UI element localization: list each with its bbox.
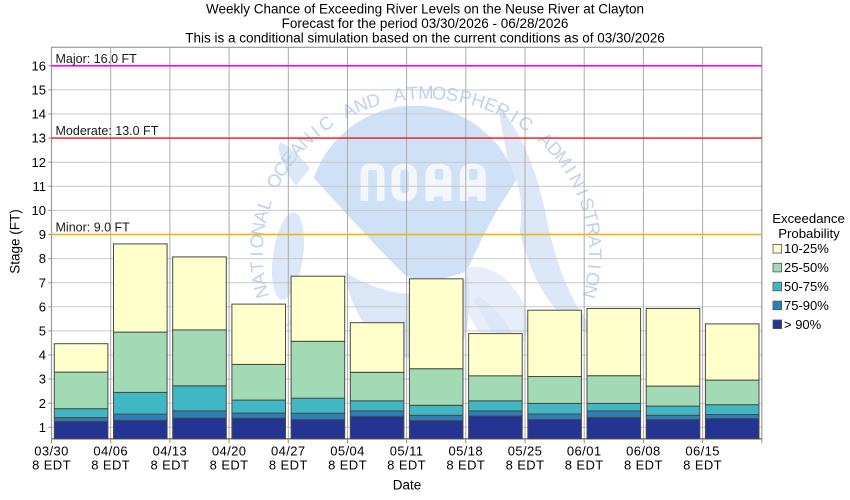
svg-text:Major: 16.0 FT: Major: 16.0 FT bbox=[56, 52, 138, 66]
svg-text:Forecast for the period 03/30/: Forecast for the period 03/30/2026 - 06/… bbox=[282, 16, 569, 31]
svg-text:05/04: 05/04 bbox=[330, 443, 365, 458]
svg-text:50-75%: 50-75% bbox=[784, 279, 829, 294]
svg-text:06/08: 06/08 bbox=[626, 443, 661, 458]
svg-text:4: 4 bbox=[39, 348, 46, 363]
svg-text:8 EDT: 8 EDT bbox=[387, 457, 426, 472]
svg-text:14: 14 bbox=[32, 107, 46, 122]
svg-text:> 90%: > 90% bbox=[784, 317, 822, 332]
svg-text:A: A bbox=[392, 83, 408, 106]
svg-text:7: 7 bbox=[39, 275, 46, 290]
svg-text:Minor: 9.0 FT: Minor: 9.0 FT bbox=[56, 221, 131, 235]
svg-text:O: O bbox=[582, 270, 605, 288]
svg-text:Moderate: 13.0 FT: Moderate: 13.0 FT bbox=[56, 124, 159, 138]
svg-text:O: O bbox=[431, 82, 447, 104]
svg-text:11: 11 bbox=[33, 179, 47, 194]
svg-text:04/20: 04/20 bbox=[212, 443, 247, 458]
svg-text:D: D bbox=[364, 88, 383, 112]
svg-text:3: 3 bbox=[39, 372, 46, 387]
svg-text:A: A bbox=[249, 207, 273, 225]
svg-text:H: H bbox=[469, 88, 488, 112]
svg-text:05/11: 05/11 bbox=[390, 443, 424, 458]
svg-text:Stage (FT): Stage (FT) bbox=[8, 209, 23, 274]
svg-text:8 EDT: 8 EDT bbox=[506, 457, 545, 472]
svg-text:Date: Date bbox=[393, 478, 422, 493]
svg-text:9: 9 bbox=[39, 227, 46, 242]
svg-text:16: 16 bbox=[32, 58, 46, 73]
svg-text:8 EDT: 8 EDT bbox=[565, 457, 604, 472]
svg-text:T: T bbox=[406, 82, 419, 104]
svg-text:T: T bbox=[585, 248, 606, 259]
svg-text:04/06: 04/06 bbox=[93, 443, 128, 458]
svg-text:A: A bbox=[584, 234, 606, 249]
svg-text:10: 10 bbox=[32, 203, 46, 218]
svg-text:I: I bbox=[584, 263, 605, 270]
svg-text:05/18: 05/18 bbox=[449, 443, 484, 458]
svg-text:06/15: 06/15 bbox=[685, 443, 720, 458]
svg-text:This is a conditional simulati: This is a conditional simulation based o… bbox=[185, 31, 665, 46]
svg-text:8 EDT: 8 EDT bbox=[624, 457, 663, 472]
svg-text:8 EDT: 8 EDT bbox=[269, 457, 308, 472]
svg-text:8 EDT: 8 EDT bbox=[210, 457, 249, 472]
svg-text:10-25%: 10-25% bbox=[784, 241, 829, 256]
svg-text:05/25: 05/25 bbox=[508, 443, 543, 458]
svg-text:R: R bbox=[582, 221, 605, 237]
svg-text:Probability: Probability bbox=[778, 226, 840, 241]
svg-text:04/13: 04/13 bbox=[153, 443, 188, 458]
svg-text:8 EDT: 8 EDT bbox=[446, 457, 485, 472]
svg-text:25-50%: 25-50% bbox=[784, 260, 829, 275]
svg-text:8 EDT: 8 EDT bbox=[150, 457, 189, 472]
svg-text:Weekly Chance of Exceeding Riv: Weekly Chance of Exceeding River Levels … bbox=[206, 2, 644, 17]
svg-text:8 EDT: 8 EDT bbox=[328, 457, 367, 472]
svg-text:N: N bbox=[249, 283, 273, 301]
svg-text:04/27: 04/27 bbox=[271, 443, 306, 458]
svg-text:N: N bbox=[247, 221, 270, 237]
svg-text:M: M bbox=[418, 82, 433, 103]
svg-text:12: 12 bbox=[32, 155, 46, 170]
svg-text:5: 5 bbox=[39, 324, 46, 339]
svg-text:S: S bbox=[445, 83, 460, 106]
svg-text:8 EDT: 8 EDT bbox=[91, 457, 130, 472]
svg-text:T: T bbox=[579, 208, 602, 224]
svg-text:I: I bbox=[246, 251, 267, 256]
svg-text:O: O bbox=[246, 233, 268, 249]
svg-text:75-90%: 75-90% bbox=[784, 298, 829, 313]
svg-text:8 EDT: 8 EDT bbox=[32, 457, 71, 472]
svg-text:13: 13 bbox=[32, 131, 46, 146]
svg-text:8: 8 bbox=[39, 251, 46, 266]
svg-text:06/01: 06/01 bbox=[567, 443, 602, 458]
svg-text:6: 6 bbox=[39, 299, 46, 314]
svg-text:2: 2 bbox=[39, 396, 46, 411]
svg-text:Exceedance: Exceedance bbox=[772, 211, 845, 226]
svg-text:8 EDT: 8 EDT bbox=[683, 457, 722, 472]
svg-text:1: 1 bbox=[39, 420, 46, 435]
svg-text:03/30: 03/30 bbox=[34, 443, 69, 458]
svg-text:15: 15 bbox=[32, 83, 46, 98]
svg-text:T: T bbox=[246, 260, 268, 273]
